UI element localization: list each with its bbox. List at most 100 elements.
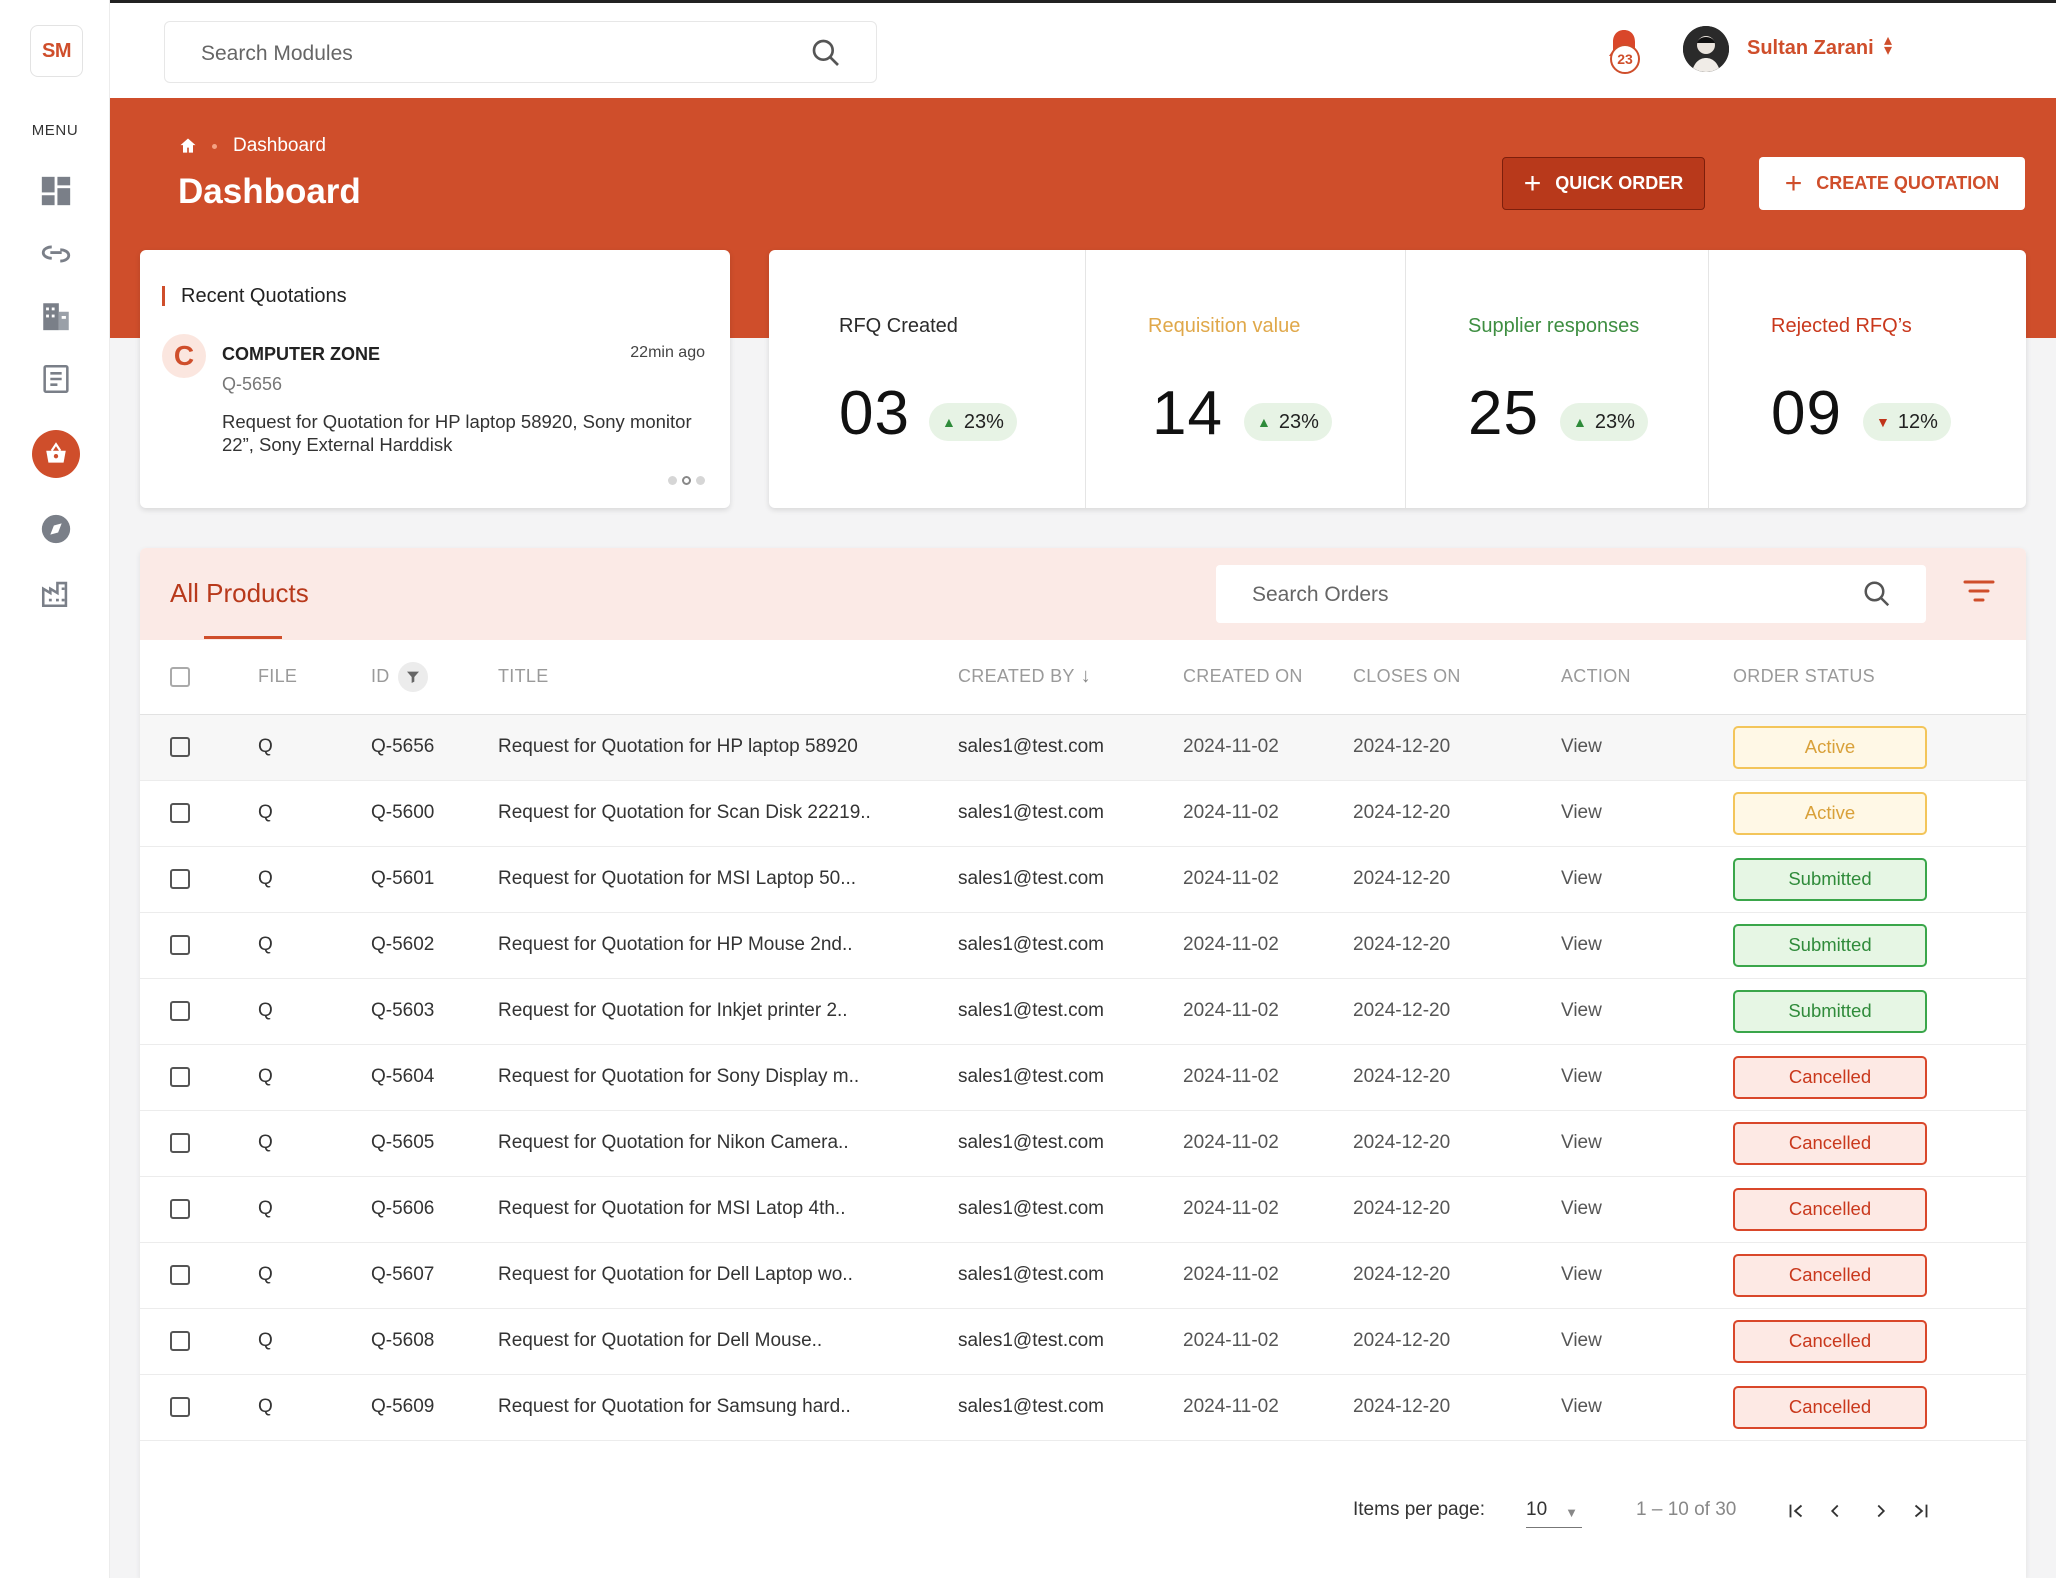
column-header-order-status[interactable]: ORDER STATUS [1733,666,1875,687]
cell-created-by: sales1@test.com [958,868,1105,889]
row-checkbox[interactable] [170,1330,190,1351]
filter-icon[interactable] [397,661,428,692]
carousel-dot[interactable] [696,476,705,485]
cell-title: Request for Quotation for Dell Laptop wo… [498,1264,853,1285]
notification-badge: 23 [1610,44,1640,74]
column-header-created-on[interactable]: CREATED ON [1183,666,1303,687]
row-checkbox[interactable] [170,868,190,889]
view-link[interactable]: View [1561,1132,1602,1153]
user-menu-chevron-icon[interactable]: ▴ ▾ [1884,32,1893,59]
column-header-closes-on[interactable]: CLOSES ON [1353,666,1461,687]
table-row[interactable]: Q Q-5607 Request for Quotation for Dell La… [140,1242,2026,1308]
cell-created-by: sales1@test.com [958,1264,1105,1285]
cell-created-on: 2024-11-02 [1183,1330,1279,1351]
row-checkbox[interactable] [170,1264,190,1285]
column-header-file[interactable]: FILE [258,666,298,687]
quick-order-button[interactable]: + QUICK ORDER [1502,157,1705,210]
cell-id: Q-5601 [371,868,435,889]
buildings-icon[interactable] [35,295,77,337]
row-checkbox[interactable] [170,1000,190,1021]
select-all-checkbox[interactable] [170,667,190,688]
row-checkbox[interactable] [170,1396,190,1417]
stat-label: Supplier responses [1468,315,1640,337]
cell-title: Request for Quotation for MSI Laptop 50.… [498,868,857,889]
view-link[interactable]: View [1561,736,1602,757]
table-row[interactable]: Q Q-5606 Request for Quotation for MSI Lat… [140,1176,2026,1242]
view-link[interactable]: View [1561,1264,1602,1285]
view-link[interactable]: View [1561,1000,1602,1021]
table-row[interactable]: Q Q-5656 Request for Quotation for HP lapt… [140,714,2026,780]
column-header-id-label: ID [371,665,390,686]
status-badge: Active [1733,725,1927,769]
next-page-icon[interactable] [1866,1496,1896,1526]
avatar[interactable] [1683,26,1729,72]
panel-title[interactable]: All Products [170,578,309,608]
table-row[interactable]: Q Q-5601 Request for Quotation for MSI Lap… [140,846,2026,912]
factory-icon[interactable] [35,572,77,614]
compass-icon[interactable] [35,508,77,550]
view-link[interactable]: View [1561,1330,1602,1351]
search-modules-input[interactable]: Search Modules [164,21,877,83]
link-icon[interactable] [35,233,77,275]
stat-change-badge: ▼ 12% [1863,403,1951,441]
basket-icon[interactable] [32,430,80,478]
column-header-title[interactable]: TITLE [498,666,549,687]
filter-icon[interactable] [1962,576,1996,606]
column-header-id[interactable]: ID [371,640,498,714]
stat-value: 25 [1468,379,1539,448]
column-header-created-by[interactable]: CREATED BY ↓ [958,640,1183,714]
row-checkbox[interactable] [170,1198,190,1219]
document-icon[interactable] [35,358,77,400]
cell-title: Request for Quotation for Sony Display m… [498,1066,860,1087]
pagination: Items per page: 10 ▼ 1 – 10 of 30 [0,1494,2056,1534]
first-page-icon[interactable] [1781,1496,1811,1526]
cell-id: Q-5602 [371,934,435,955]
table-row[interactable]: Q Q-5605 Request for Quotation for Nikon C… [140,1110,2026,1176]
search-icon[interactable] [1862,579,1892,609]
table-row[interactable]: Q Q-5603 Request for Quotation for Inkjet … [140,978,2026,1044]
status-badge: Submitted [1733,989,1927,1033]
table-row[interactable]: Q Q-5604 Request for Quotation for Sony Di… [140,1044,2026,1110]
breadcrumb-item[interactable]: Dashboard [233,135,326,156]
home-icon[interactable] [178,136,198,156]
row-checkbox[interactable] [170,1132,190,1153]
dashboard-icon[interactable] [35,170,77,212]
page-title: Dashboard [178,172,361,211]
previous-page-icon[interactable] [1820,1496,1850,1526]
view-link[interactable]: View [1561,802,1602,823]
company-name[interactable]: COMPUTER ZONE [222,344,381,364]
view-link[interactable]: View [1561,868,1602,889]
last-page-icon[interactable] [1906,1496,1936,1526]
row-checkbox[interactable] [170,802,190,823]
carousel-dot-active[interactable] [682,476,691,485]
view-link[interactable]: View [1561,1066,1602,1087]
carousel-dots[interactable] [668,476,705,485]
table-row[interactable]: Q Q-5600 Request for Quotation for Scan Di… [140,780,2026,846]
table-row[interactable]: Q Q-5608 Request for Quotation for Dell Mo… [140,1308,2026,1374]
cell-file: Q [258,1000,273,1021]
search-icon[interactable] [810,37,842,69]
table-row[interactable]: Q Q-5609 Request for Quotation for Samsung… [140,1374,2026,1440]
stat-label: RFQ Created [839,315,958,337]
view-link[interactable]: View [1561,1396,1602,1417]
items-per-page-label: Items per page: [1353,1499,1486,1520]
view-link[interactable]: View [1561,934,1602,955]
app-logo[interactable]: SM [30,25,83,77]
carousel-dot[interactable] [668,476,677,485]
cell-id: Q-5656 [371,736,435,757]
row-checkbox[interactable] [170,736,190,757]
user-name[interactable]: Sultan Zarani [1747,37,1874,59]
items-per-page-select[interactable]: 10 ▼ [1526,1499,1582,1528]
row-checkbox[interactable] [170,1066,190,1087]
search-orders-input[interactable]: Search Orders [1216,565,1926,623]
sort-arrow-down-icon[interactable]: ↓ [1080,665,1091,688]
create-quotation-button[interactable]: + CREATE QUOTATION [1759,157,2025,210]
cell-closes-on: 2024-12-20 [1353,1066,1451,1087]
cell-created-on: 2024-11-02 [1183,1264,1279,1285]
cell-file: Q [258,736,273,757]
view-link[interactable]: View [1561,1198,1602,1219]
table-row[interactable]: Q Q-5602 Request for Quotation for HP Mous… [140,912,2026,978]
row-checkbox[interactable] [170,934,190,955]
arrow-up-icon: ▲ [1257,414,1271,430]
cell-created-by: sales1@test.com [958,736,1105,757]
